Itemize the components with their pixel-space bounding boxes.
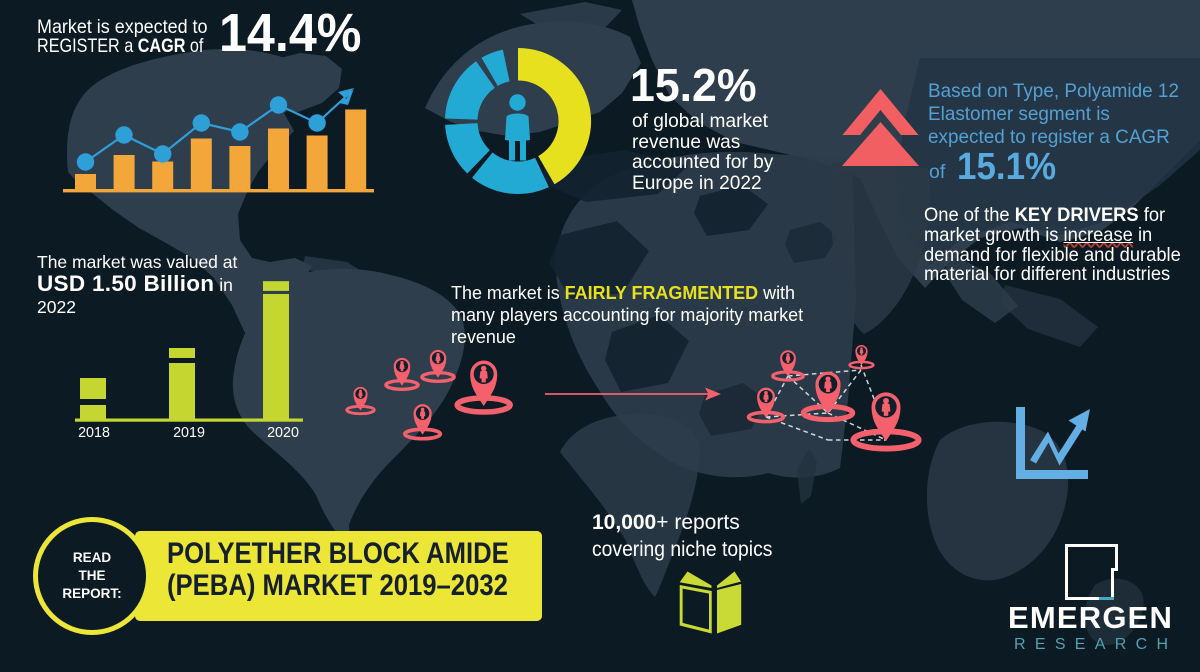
svg-text:2019: 2019 (173, 425, 205, 441)
svg-text:2018: 2018 (78, 425, 110, 441)
svg-text:2020: 2020 (267, 425, 299, 441)
